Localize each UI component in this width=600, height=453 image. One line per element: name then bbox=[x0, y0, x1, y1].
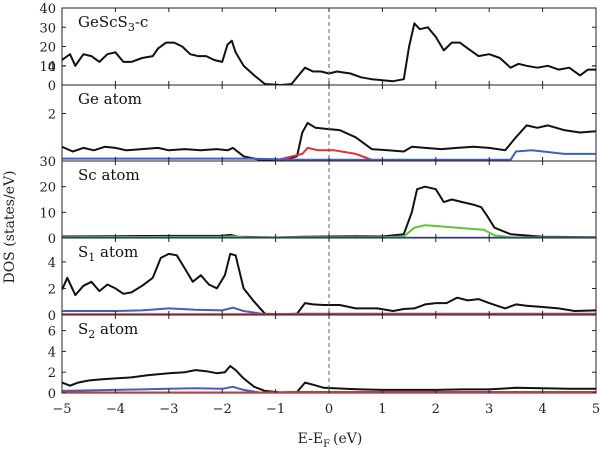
panel-label-main: S bbox=[78, 320, 88, 338]
dos-line-green bbox=[62, 224, 596, 238]
y-tick-label: 4 bbox=[48, 256, 56, 271]
y-tick-label: 0 bbox=[48, 387, 56, 402]
dos-line-red bbox=[275, 146, 373, 161]
x-axis-title-sub: F bbox=[323, 439, 330, 450]
panel-label-suffix: atom bbox=[95, 320, 138, 338]
x-tick-label: 5 bbox=[592, 402, 600, 417]
y-tick-label: 0 bbox=[48, 309, 56, 324]
y-axis-title: DOS (states/eV) bbox=[2, 170, 18, 283]
panel-2: 2 4 Ge atom bbox=[48, 60, 597, 162]
panel-4: 0 2 4 S1 atom bbox=[48, 237, 597, 324]
x-tick-label: −4 bbox=[106, 402, 125, 417]
y-tick-label: 30 bbox=[39, 21, 56, 36]
x-tick-label: 0 bbox=[325, 402, 333, 417]
y-tick-label: 20 bbox=[39, 41, 56, 56]
panel-label: Ge atom bbox=[78, 90, 142, 108]
y-tick-label: 4 bbox=[48, 60, 56, 75]
dos-line-black bbox=[62, 365, 596, 393]
panel-label-main: S bbox=[78, 243, 88, 261]
panel-label-sub: 2 bbox=[88, 328, 95, 341]
panel-label: GeScS3-c bbox=[78, 13, 148, 34]
x-tick-label: 1 bbox=[378, 402, 386, 417]
y-tick-label: 2 bbox=[48, 108, 56, 123]
x-tick-label: −5 bbox=[52, 402, 71, 417]
dos-line-blue bbox=[62, 149, 596, 161]
x-tick-label: 4 bbox=[538, 402, 546, 417]
x-axis-title: E-EF (eV) bbox=[298, 431, 363, 450]
y-tick-label: 10 bbox=[39, 206, 56, 221]
y-tick-label: 4 bbox=[48, 345, 56, 360]
y-tick-label: 0 bbox=[48, 79, 56, 94]
y-tick-label: 2 bbox=[48, 366, 56, 381]
x-axis-title-main: E-E bbox=[298, 431, 323, 447]
x-axis-title-unit: (eV) bbox=[333, 431, 362, 447]
dos-line-black bbox=[62, 122, 596, 161]
y-tick-label: 30 bbox=[39, 155, 56, 170]
x-tick-label: 3 bbox=[485, 402, 493, 417]
panel-label-main: Sc atom bbox=[78, 166, 140, 184]
series-group bbox=[62, 122, 596, 161]
panel-label-suffix: -c bbox=[135, 13, 148, 31]
panel-label: S1 atom bbox=[78, 243, 138, 264]
panel-label-sub: 1 bbox=[88, 251, 95, 264]
x-axis: −5 −4 −3 −2 −1 0 1 2 3 4 5 bbox=[52, 402, 600, 417]
panel-label-main: GeScS bbox=[78, 13, 128, 31]
y-tick-label: 6 bbox=[48, 325, 56, 340]
dos-line-black bbox=[62, 185, 596, 238]
panel-label-suffix: atom bbox=[95, 243, 138, 261]
panel-label-main: Ge atom bbox=[78, 90, 142, 108]
y-tick-label: 40 bbox=[39, 2, 56, 17]
x-tick-label: −2 bbox=[213, 402, 232, 417]
x-tick-label: −3 bbox=[159, 402, 178, 417]
y-tick-label: 10 bbox=[39, 60, 56, 75]
panel-1: 0 10 20 30 40 GeScS3-c bbox=[39, 2, 597, 94]
panel-label: S2 atom bbox=[78, 320, 138, 341]
series-group bbox=[62, 22, 596, 85]
panel-label: Sc atom bbox=[78, 166, 140, 184]
panel-3: 0 10 20 30 Sc atom bbox=[39, 155, 597, 247]
dos-line-black bbox=[62, 22, 596, 85]
panel-label-sub: 3 bbox=[128, 21, 135, 34]
y-tick-label: 2 bbox=[48, 282, 56, 297]
x-tick-label: 2 bbox=[432, 402, 440, 417]
y-tick-label: 20 bbox=[39, 181, 56, 196]
x-tick-label: −1 bbox=[266, 402, 285, 417]
y-tick-label: 0 bbox=[48, 232, 56, 247]
